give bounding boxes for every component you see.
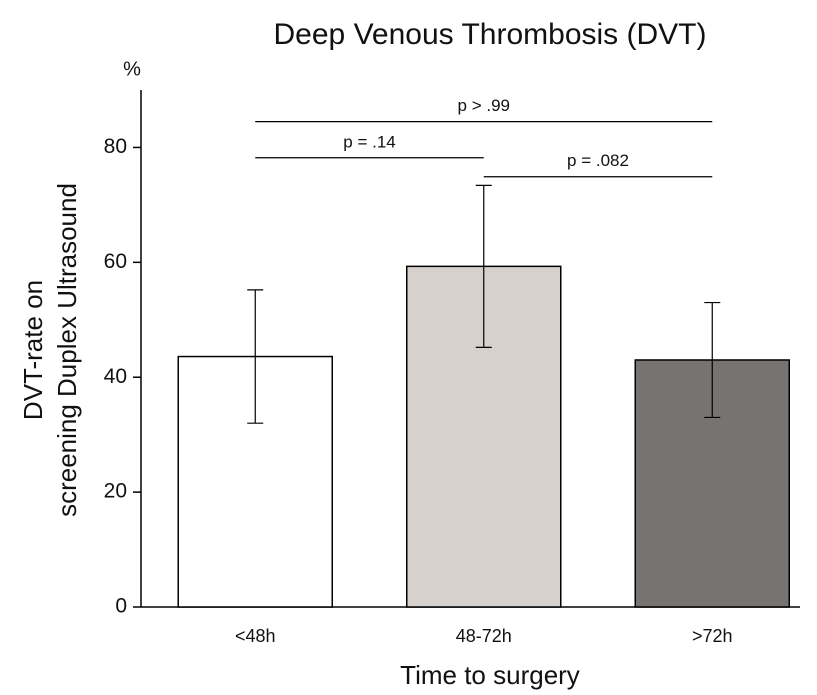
significance-label: p = .082: [567, 151, 629, 170]
y-axis-label-line: screening Duplex Ultrasound: [52, 183, 82, 517]
y-tick-label: 0: [115, 595, 127, 618]
significance-label: p = .14: [343, 132, 395, 151]
x-tick-label: <48h: [235, 626, 276, 646]
x-tick-label: >72h: [692, 626, 733, 646]
y-axis-label: DVT-rate on screening Duplex Ultrasound: [18, 183, 82, 517]
unit-label: %: [123, 58, 141, 80]
y-tick-label: 60: [104, 250, 127, 273]
chart-title: Deep Venous Thrombosis (DVT): [274, 18, 707, 51]
y-axis-label-line: DVT-rate on: [18, 280, 48, 420]
x-tick-label: 48-72h: [456, 626, 512, 646]
y-tick-label: 80: [104, 135, 127, 158]
x-axis-label: Time to surgery: [400, 660, 580, 690]
y-tick-label: 20: [104, 480, 127, 503]
y-tick-label: 40: [104, 365, 127, 388]
significance-label: p > .99: [458, 96, 510, 115]
